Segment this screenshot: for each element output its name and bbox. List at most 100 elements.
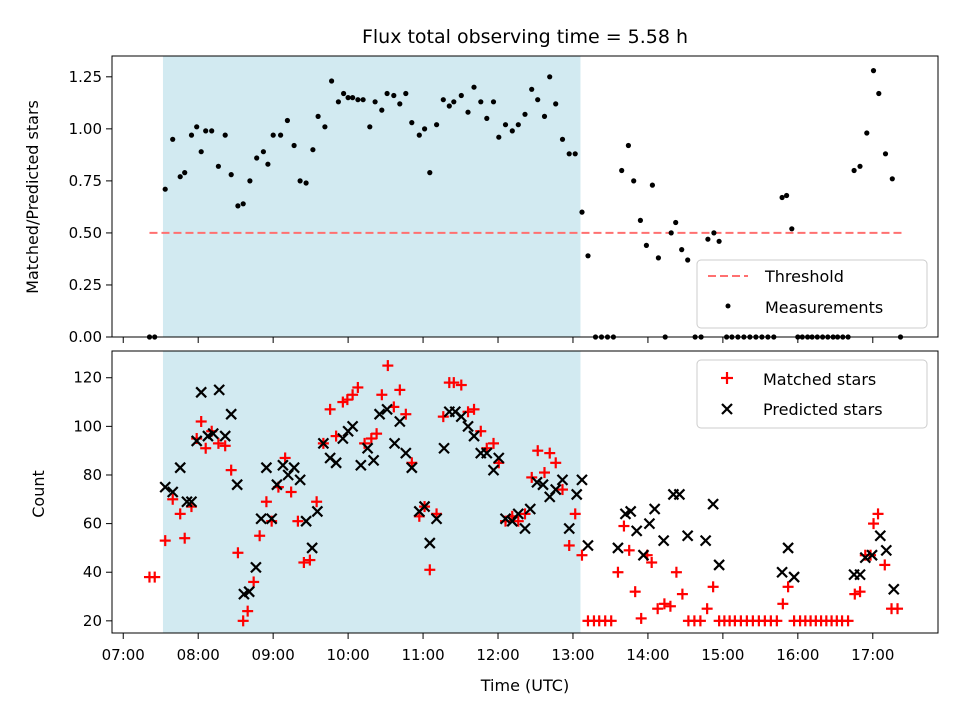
measurement-point xyxy=(391,92,397,99)
predicted-star-point xyxy=(468,430,480,442)
measurement-point xyxy=(235,203,241,209)
legend-measurements-swatch xyxy=(725,303,731,309)
matched-star-point xyxy=(519,508,531,520)
matched-star-point xyxy=(892,603,904,615)
predicted-star-point xyxy=(430,512,443,525)
matched-star-point xyxy=(707,581,719,593)
matched-star-point xyxy=(394,384,406,396)
measurement-point xyxy=(478,99,484,105)
x-tick-label: 08:00 xyxy=(177,646,220,664)
measurement-point xyxy=(215,163,221,169)
measurement-point xyxy=(547,74,553,80)
measurement-point xyxy=(209,128,215,134)
predicted-star-point xyxy=(260,461,273,474)
predicted-star-point xyxy=(576,474,588,486)
matched-star-point xyxy=(618,520,630,532)
predicted-star-point xyxy=(776,566,788,579)
matched-star-point xyxy=(298,557,310,568)
measurement-point xyxy=(379,107,385,113)
matched-star-point xyxy=(174,508,186,520)
predicted-star-point xyxy=(250,561,262,574)
measurement-point xyxy=(705,236,711,242)
predicted-star-point xyxy=(394,415,406,428)
matched-star-point xyxy=(701,603,713,615)
measurement-point xyxy=(685,257,691,263)
x-tick-label: 09:00 xyxy=(252,646,295,664)
measurement-point xyxy=(409,120,415,126)
predicted-star-point xyxy=(624,505,637,518)
matched-star-point xyxy=(292,515,304,527)
matched-star-point xyxy=(563,539,575,551)
matched-star-point xyxy=(212,437,224,449)
predicted-star-point xyxy=(255,512,267,525)
predicted-star-point xyxy=(388,437,401,450)
x-tick-label: 15:00 xyxy=(701,646,744,664)
matched-star-point xyxy=(424,564,436,576)
predicted-star-point xyxy=(400,447,412,459)
predicted-star-point xyxy=(207,427,219,440)
predicted-star-point xyxy=(185,495,198,508)
y-tick-label: 0.25 xyxy=(69,276,102,294)
predicted-star-point xyxy=(643,517,656,530)
top-y-ticks: 0.00 0.25 0.50 0.75 1.00 1.25 xyxy=(69,68,112,346)
measurement-point xyxy=(254,155,260,161)
measurement-point xyxy=(876,90,882,97)
measurement-point xyxy=(291,142,297,149)
measurement-point xyxy=(345,95,351,101)
x-tick-label: 10:00 xyxy=(326,646,369,664)
measurement-point xyxy=(194,124,200,130)
matched-star-point xyxy=(254,530,266,542)
measurement-point xyxy=(397,101,403,107)
predicted-star-point xyxy=(317,437,330,450)
predicted-star-point xyxy=(330,457,342,469)
measurement-point xyxy=(260,149,266,155)
predicted-star-point xyxy=(549,483,562,496)
bottom-legend: Matched stars Predicted stars xyxy=(696,359,928,429)
measurement-point xyxy=(789,226,795,232)
measurement-point xyxy=(303,180,309,186)
legend-matched-swatch xyxy=(721,372,733,384)
measurement-point xyxy=(372,99,378,105)
matched-star-point xyxy=(526,471,538,483)
predicted-star-point xyxy=(181,495,193,508)
measurement-point xyxy=(655,255,662,261)
legend-predicted-label: Predicted stars xyxy=(763,400,883,419)
measurement-point xyxy=(631,178,637,184)
measurement-point xyxy=(451,99,457,105)
matched-star-point xyxy=(352,381,364,393)
measurement-point xyxy=(711,230,717,236)
predicted-star-point xyxy=(570,488,583,501)
matched-star-point xyxy=(854,586,866,598)
measurement-point xyxy=(716,238,722,244)
measurement-point xyxy=(247,178,253,184)
matched-star-point xyxy=(359,437,371,449)
matched-star-point xyxy=(664,600,676,612)
matched-star-point xyxy=(237,615,249,627)
predicted-star-point xyxy=(367,454,380,467)
predicted-star-point xyxy=(487,464,500,476)
measurement-point xyxy=(509,128,515,134)
measurement-point xyxy=(559,136,566,142)
top-legend: Threshold Measurements xyxy=(696,259,928,329)
bottom-axes-frame xyxy=(111,350,939,634)
measurement-point xyxy=(198,149,204,155)
matched-star-point xyxy=(448,377,460,389)
matched-star-point xyxy=(868,518,880,530)
top-y-axis-label: Matched/Predicted stars xyxy=(23,100,42,294)
predicted-star-point xyxy=(537,478,549,491)
predicted-star-point xyxy=(300,515,312,527)
measurement-point xyxy=(784,192,790,199)
measurement-point xyxy=(350,95,356,101)
matched-star-point xyxy=(676,588,688,600)
measurement-point xyxy=(668,230,674,236)
measurement-point xyxy=(864,130,870,136)
measurement-point xyxy=(322,124,328,130)
measurement-point xyxy=(434,122,440,128)
matched-star-point xyxy=(468,403,480,415)
measurement-point xyxy=(422,126,428,132)
measurement-point xyxy=(182,170,188,176)
matched-star-point xyxy=(341,394,353,406)
measurement-point xyxy=(779,194,785,201)
x-tick-label: 07:00 xyxy=(102,646,145,664)
legend-matched-label: Matched stars xyxy=(763,370,876,389)
